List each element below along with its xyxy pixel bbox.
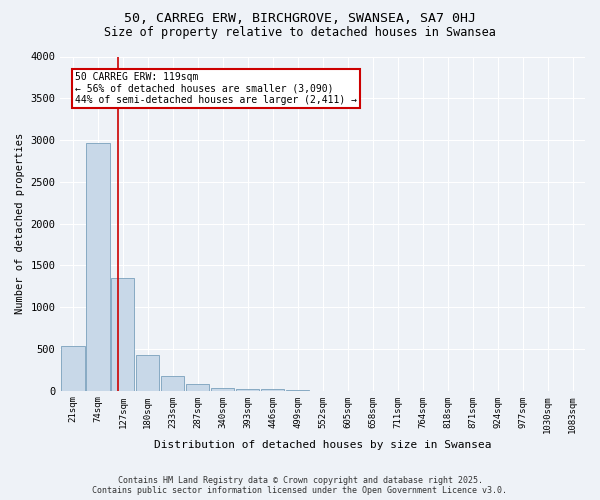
Bar [186,384,209,390]
Text: 50, CARREG ERW, BIRCHGROVE, SWANSEA, SA7 0HJ: 50, CARREG ERW, BIRCHGROVE, SWANSEA, SA7… [124,12,476,26]
Text: 50 CARREG ERW: 119sqm
← 56% of detached houses are smaller (3,090)
44% of semi-d: 50 CARREG ERW: 119sqm ← 56% of detached … [74,72,356,104]
X-axis label: Distribution of detached houses by size in Swansea: Distribution of detached houses by size … [154,440,491,450]
Bar [211,388,235,390]
Bar [111,278,134,390]
Bar [86,142,110,390]
Y-axis label: Number of detached properties: Number of detached properties [15,133,25,314]
Bar [236,389,259,390]
Bar [161,376,184,390]
Bar [136,354,160,390]
Text: Size of property relative to detached houses in Swansea: Size of property relative to detached ho… [104,26,496,39]
Text: Contains HM Land Registry data © Crown copyright and database right 2025.
Contai: Contains HM Land Registry data © Crown c… [92,476,508,495]
Bar [61,346,85,391]
